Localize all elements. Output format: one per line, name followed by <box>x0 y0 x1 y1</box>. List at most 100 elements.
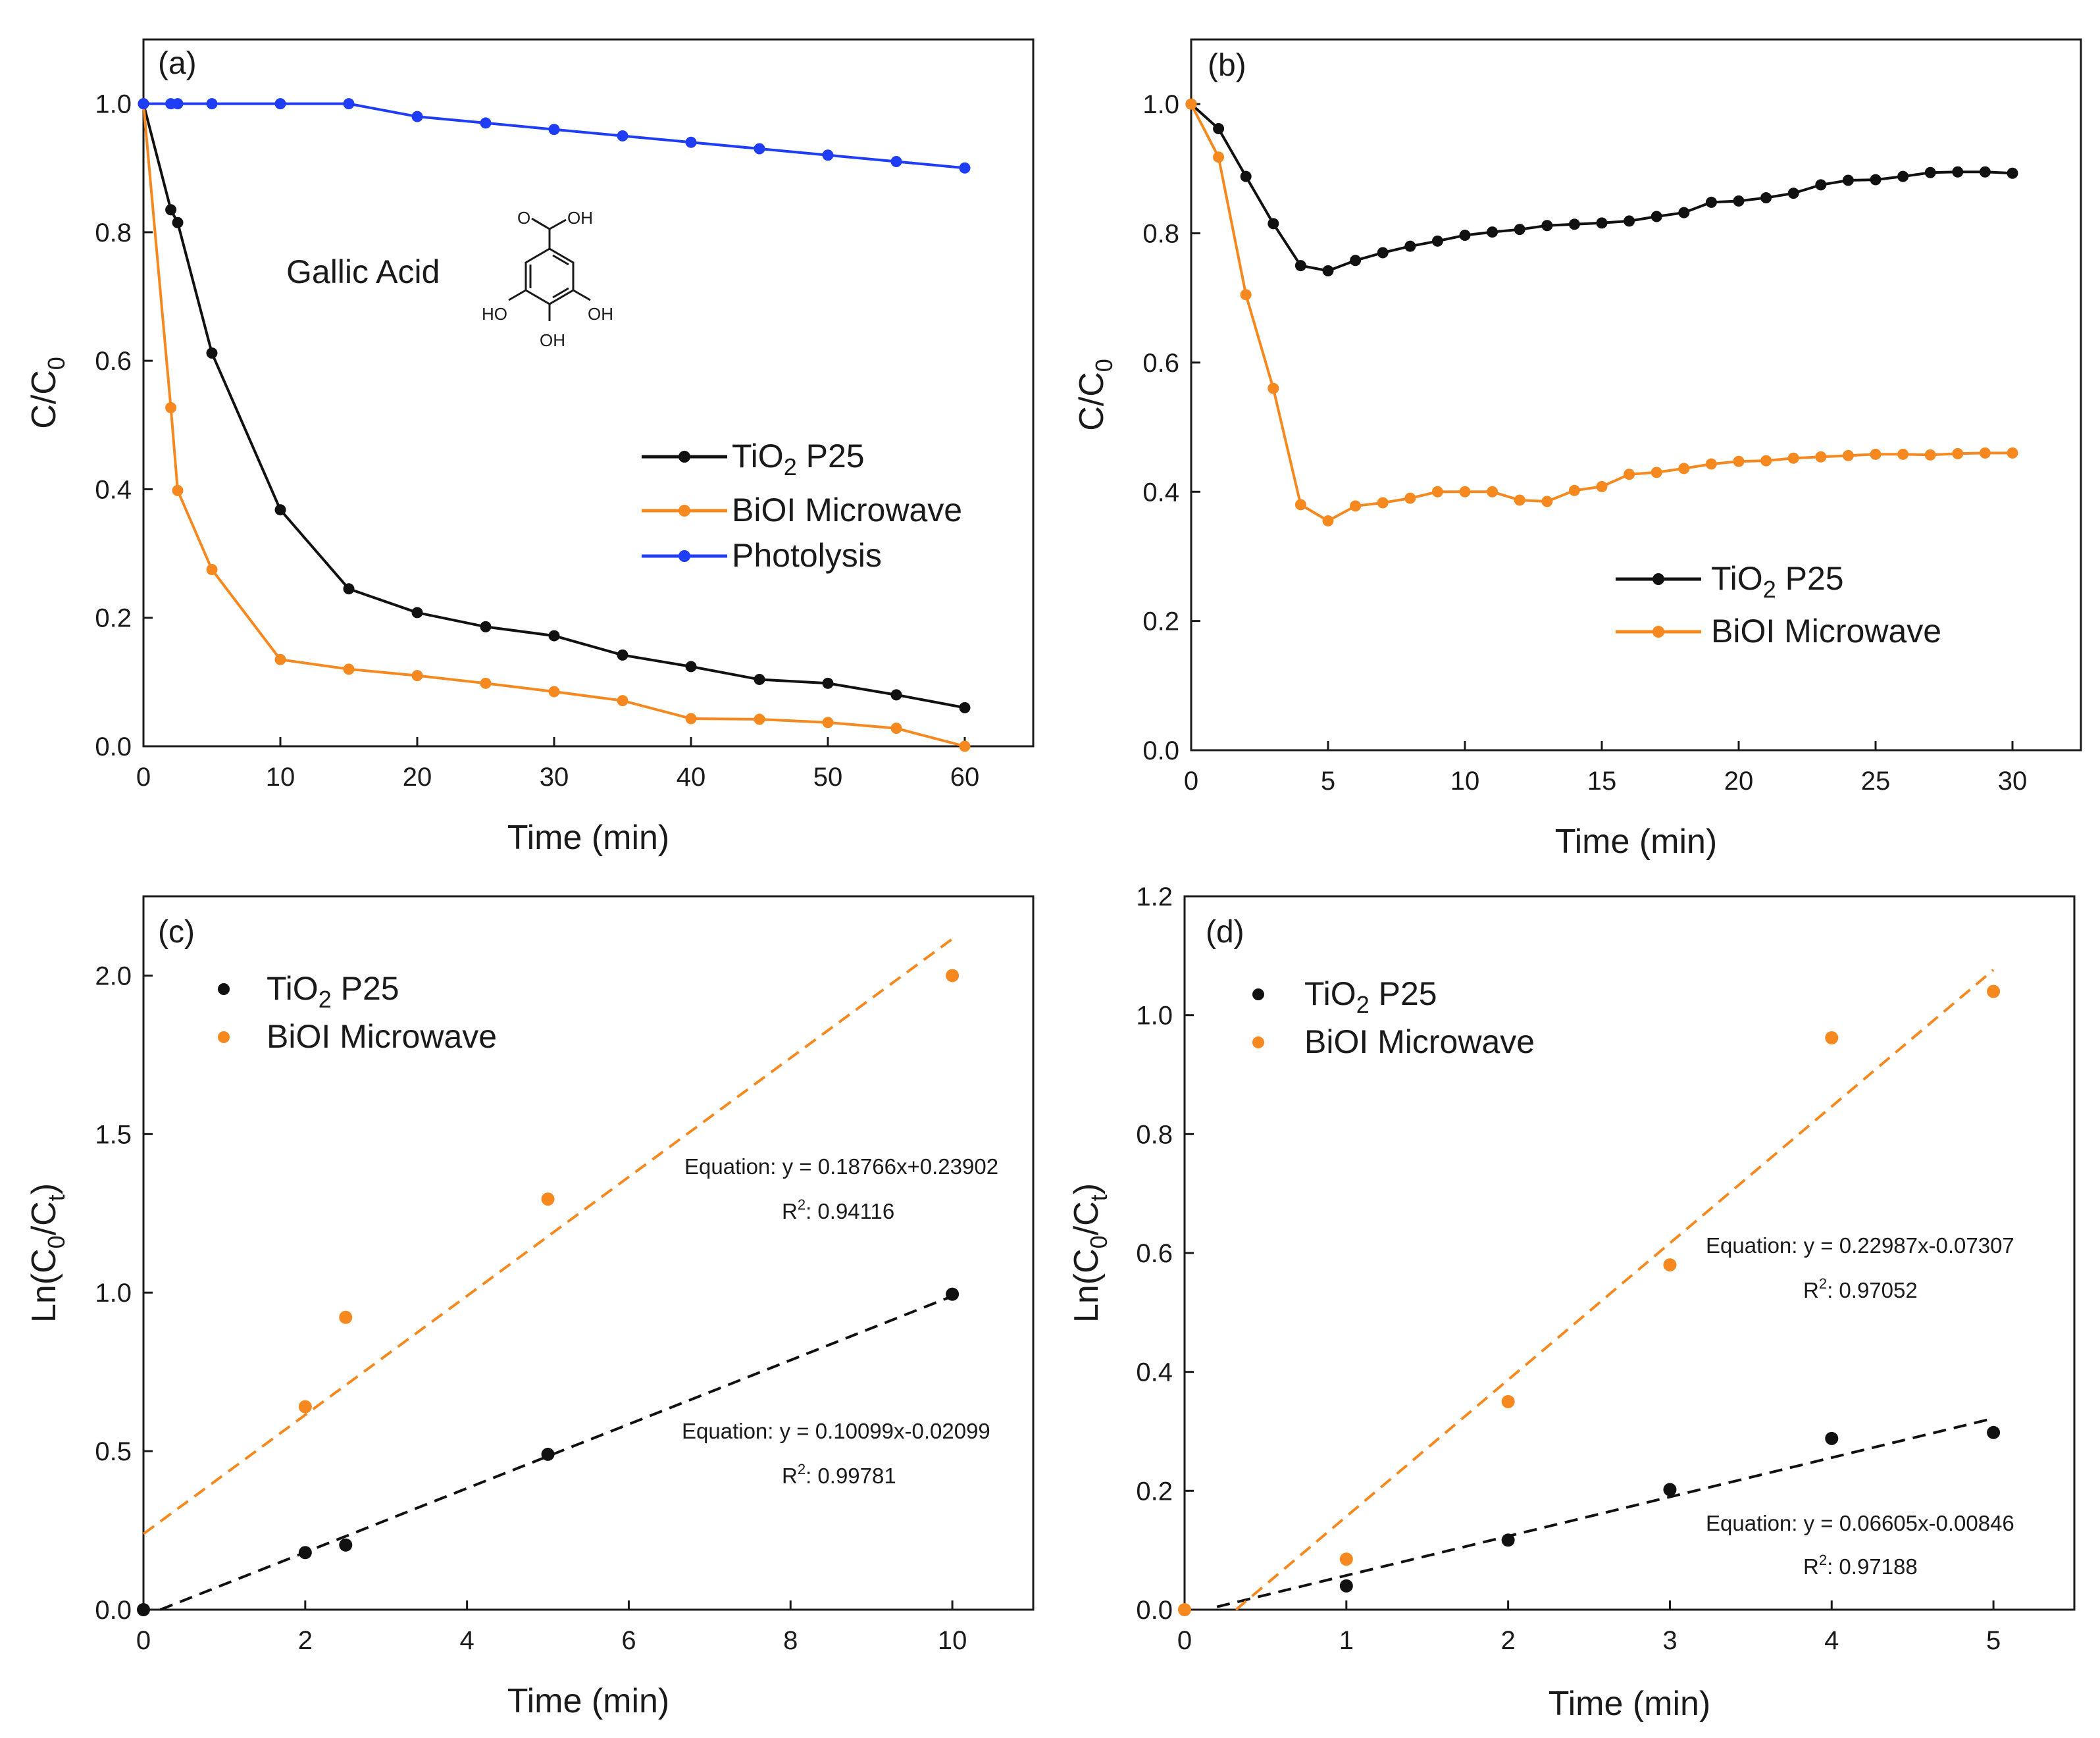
data-point-b-bioi-7 <box>1377 497 1389 509</box>
data-point-b-tio2-14 <box>1568 218 1580 230</box>
data-point-a-photolysis-14 <box>959 162 971 174</box>
data-point-b-bioi-5 <box>1322 515 1334 526</box>
y-tick-label-c-4: 2.0 <box>95 961 132 990</box>
y-axis-label-c: Ln(C0/Ct) <box>25 1183 70 1323</box>
data-point-a-photolysis-8 <box>548 124 560 136</box>
y-tick-label-c-1: 0.5 <box>95 1437 132 1466</box>
data-point-d-bioi-5 <box>1987 984 2001 998</box>
data-point-c-bioi-1 <box>339 1310 353 1324</box>
data-point-b-tio2-10 <box>1459 229 1471 241</box>
legend-marker-c-bioi <box>218 1031 230 1043</box>
data-point-c-bioi-3 <box>946 969 960 983</box>
panel-c: 0 2 4 6 8 10 0.0 0.5 1.0 1.5 2.0 (c) Time (min) Ln… <box>25 895 1035 1720</box>
legend-entry-a-photolysis: Photolysis <box>642 537 882 574</box>
r2-text-d-bioi: R2: 0.97052 <box>1803 1275 1918 1302</box>
data-point-b-bioi-8 <box>1404 492 1416 504</box>
data-point-a-bioi-14 <box>959 740 971 752</box>
data-point-a-bioi-9 <box>617 695 628 707</box>
data-point-d-bioi-3 <box>1663 1258 1677 1272</box>
molecule-label-oh-acid: OH <box>567 208 593 228</box>
y-tick-label-d-0: 0.0 <box>1136 1596 1173 1625</box>
data-point-a-photolysis-10 <box>685 136 697 148</box>
y-tick-label-d-3: 0.6 <box>1136 1239 1173 1268</box>
data-point-a-bioi-10 <box>685 713 697 725</box>
data-point-a-photolysis-6 <box>411 111 423 122</box>
data-point-c-tio2-3 <box>541 1447 555 1461</box>
data-point-d-tio2-4 <box>1987 1425 2001 1439</box>
data-point-b-bioi-0 <box>1185 98 1197 110</box>
y-tick-label-b-0: 0.0 <box>1142 736 1179 765</box>
data-point-a-bioi-6 <box>411 670 423 682</box>
x-tick-label-d-4: 4 <box>1824 1626 1839 1655</box>
data-point-b-bioi-28 <box>1952 447 1964 459</box>
x-tick-label-b-0: 0 <box>1184 767 1198 796</box>
plot-frame-c <box>142 895 1035 1611</box>
panel-label-a: (a) <box>158 46 197 81</box>
data-point-a-tio2-11 <box>754 673 765 685</box>
data-point-b-bioi-4 <box>1294 499 1306 511</box>
data-point-b-tio2-6 <box>1350 255 1362 267</box>
data-point-b-tio2-30 <box>2007 167 2018 179</box>
y-axis-label-b: C/C0 <box>1073 359 1117 431</box>
data-point-c-tio2-4 <box>946 1287 960 1301</box>
data-point-b-bioi-17 <box>1651 467 1662 478</box>
series-group-d <box>1178 969 2001 1616</box>
fit-line-d-tio2 <box>1216 1417 1994 1608</box>
x-tick-label-c-8: 8 <box>783 1626 798 1655</box>
data-point-d-tio2-2 <box>1663 1483 1677 1496</box>
data-point-b-bioi-6 <box>1350 500 1362 512</box>
axis-ticks-c: 0 2 4 6 8 10 0.0 0.5 1.0 1.5 2.0 <box>95 961 967 1655</box>
data-point-b-tio2-11 <box>1487 226 1498 238</box>
panel-label-c: (c) <box>158 915 195 950</box>
x-tick-label-b-25: 25 <box>1861 767 1891 796</box>
equation-d-tio2: Equation: y = 0.06605x-0.00846 R2: 0.971… <box>1706 1511 2014 1579</box>
data-point-a-tio2-10 <box>685 661 697 673</box>
data-point-b-bioi-13 <box>1541 496 1553 507</box>
legend-entry-a-bioi: BiOI Microwave <box>642 492 962 528</box>
data-point-c-bioi-2 <box>541 1192 555 1206</box>
x-axis-label-d: Time (min) <box>1549 1685 1711 1723</box>
legend-entry-c-tio2: TiO2 P25 <box>218 970 399 1013</box>
y-tick-label-b-2: 0.4 <box>1142 478 1179 507</box>
x-tick-label-a-10: 10 <box>266 763 295 792</box>
data-point-b-tio2-20 <box>1733 195 1745 207</box>
data-point-b-bioi-23 <box>1815 451 1827 463</box>
data-point-b-bioi-3 <box>1268 382 1279 394</box>
data-point-b-tio2-13 <box>1541 220 1553 232</box>
data-point-b-tio2-19 <box>1705 196 1717 208</box>
series-group-c <box>137 938 960 1616</box>
series-line-a-bioi <box>142 103 965 748</box>
legend-c: TiO2 P25 BiOI Microwave <box>218 970 497 1055</box>
data-point-a-tio2-4 <box>274 504 286 516</box>
legend-label-d-tio2: TiO2 P25 <box>1304 975 1437 1018</box>
panel-label-b: (b) <box>1208 48 1246 83</box>
data-point-b-bioi-27 <box>1924 449 1936 461</box>
data-point-d-bioi-2 <box>1501 1394 1515 1408</box>
data-point-b-tio2-18 <box>1678 207 1690 218</box>
data-point-d-tio2-1 <box>1501 1533 1515 1547</box>
data-point-a-bioi-11 <box>754 713 765 725</box>
data-point-a-bioi-4 <box>274 653 286 665</box>
data-point-a-tio2-13 <box>890 689 902 701</box>
y-tick-label-a-3: 0.6 <box>95 347 132 376</box>
legend-entry-b-tio2: TiO2 P25 <box>1616 560 1844 603</box>
legend-entry-d-tio2: TiO2 P25 <box>1252 975 1437 1018</box>
y-tick-label-a-2: 0.4 <box>95 475 132 504</box>
data-point-a-tio2-6 <box>411 607 423 619</box>
data-point-a-bioi-3 <box>206 564 218 575</box>
x-tick-label-c-4: 4 <box>460 1626 474 1655</box>
data-point-b-bioi-30 <box>2007 447 2018 459</box>
x-tick-label-a-40: 40 <box>677 763 706 792</box>
axis-ticks-b: 0 5 10 15 20 25 30 0.0 0.2 0.4 0.6 0.8 1.0 <box>1142 90 2027 796</box>
data-point-b-tio2-27 <box>1924 166 1936 178</box>
y-tick-label-a-1: 0.2 <box>95 604 132 633</box>
data-point-d-bioi-1 <box>1339 1552 1353 1566</box>
y-axis-label-a-sub: 0 <box>43 357 70 370</box>
data-point-c-bioi-0 <box>298 1400 312 1414</box>
data-point-b-tio2-29 <box>1979 166 1991 178</box>
x-tick-label-a-50: 50 <box>813 763 843 792</box>
y-tick-label-d-1: 0.2 <box>1136 1477 1173 1506</box>
data-point-b-tio2-15 <box>1596 217 1608 229</box>
data-point-a-bioi-2 <box>172 484 184 496</box>
